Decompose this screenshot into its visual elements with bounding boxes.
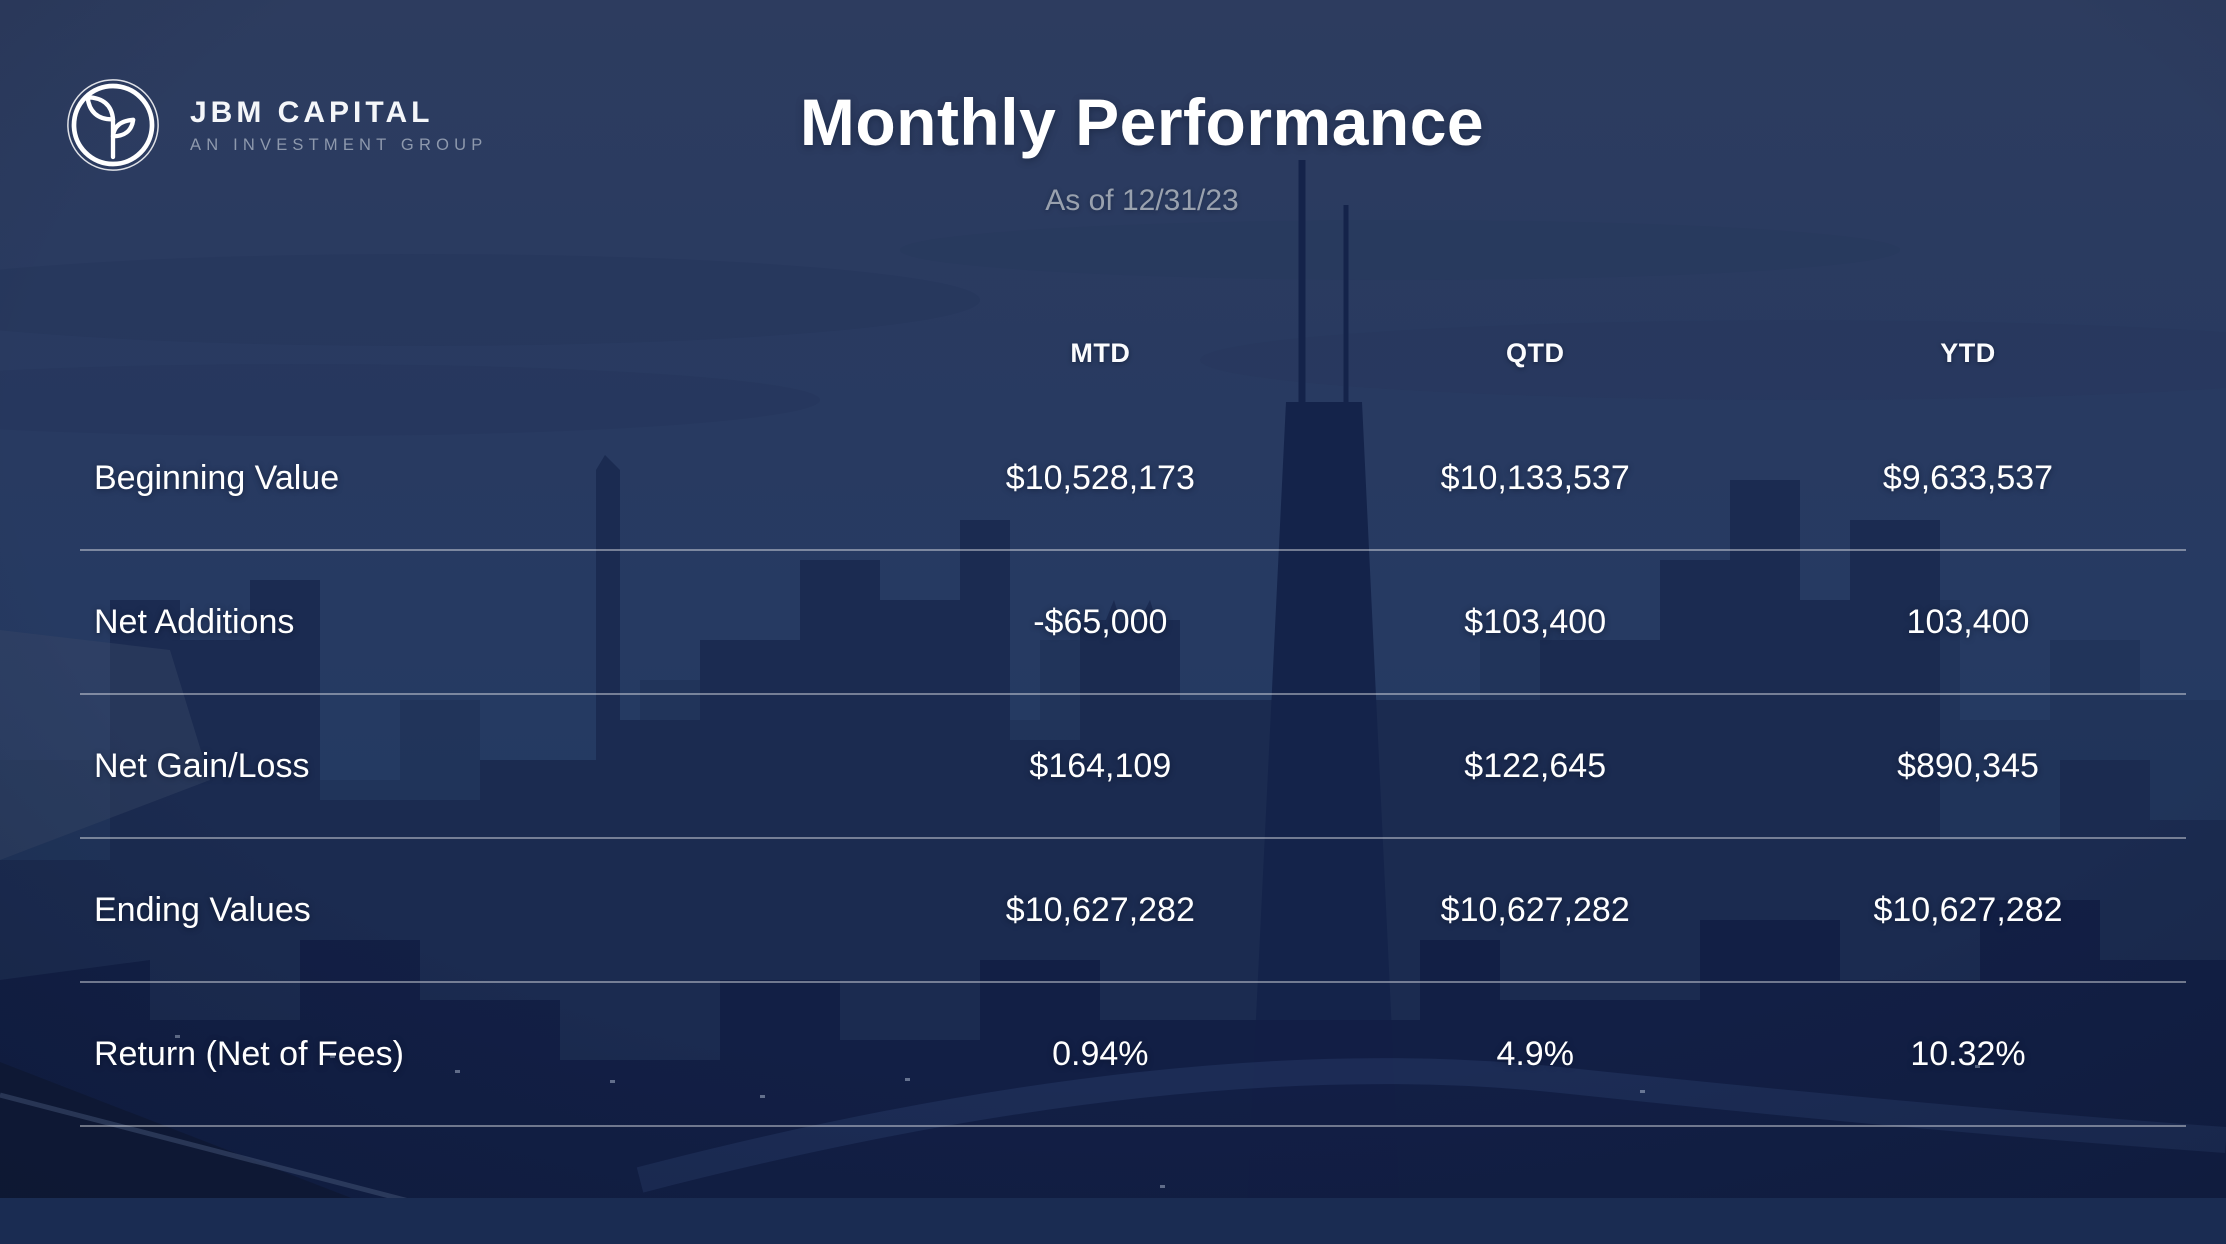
ytd-value: 103,400 — [1906, 602, 2030, 641]
row-label: Ending Values — [94, 890, 311, 929]
mtd-value: 0.94% — [1052, 1034, 1149, 1073]
sprout-in-circle-icon — [67, 79, 159, 171]
ytd-value: $890,345 — [1897, 746, 2039, 785]
brand-tagline: AN INVESTMENT GROUP — [190, 135, 488, 154]
brand-name: JBM CAPITAL — [190, 95, 434, 129]
table-row: Net Additions -$65,000 $103,400 103,400 — [80, 551, 2186, 695]
column-header-ytd: YTD — [1940, 338, 1996, 368]
ytd-value: $9,633,537 — [1882, 458, 2054, 497]
performance-table: MTD QTD YTD Beginning Value $10,528,173 … — [80, 300, 2186, 1127]
table-row: Net Gain/Loss $164,109 $122,645 $890,345 — [80, 695, 2186, 839]
brand-lockup: JBM CAPITAL AN INVESTMENT GROUP — [66, 78, 487, 172]
qtd-value: $103,400 — [1464, 602, 1607, 641]
mtd-value: $10,528,173 — [1005, 458, 1195, 497]
qtd-value: $10,133,537 — [1440, 458, 1630, 497]
row-label: Net Gain/Loss — [94, 746, 310, 785]
bottom-bar — [0, 1198, 2226, 1244]
ytd-value: 10.32% — [1910, 1034, 2026, 1073]
table-row: Beginning Value $10,528,173 $10,133,537 … — [80, 407, 2186, 551]
table-row: Ending Values $10,627,282 $10,627,282 $1… — [80, 839, 2186, 983]
as-of-date: As of 12/31/23 — [1045, 184, 1239, 217]
page-title: Monthly Performance — [799, 85, 1485, 159]
qtd-value: $10,627,282 — [1440, 890, 1630, 929]
mtd-value: -$65,000 — [1033, 602, 1168, 641]
qtd-value: 4.9% — [1496, 1034, 1574, 1073]
row-label: Beginning Value — [94, 458, 340, 497]
row-label: Net Additions — [94, 602, 295, 641]
mtd-value: $10,627,282 — [1005, 890, 1195, 929]
title-block: Monthly Performance As of 12/31/23 — [58, 84, 2226, 218]
column-header-mtd: MTD — [1070, 338, 1131, 368]
column-header-qtd: QTD — [1505, 338, 1565, 368]
mtd-value: $164,109 — [1029, 746, 1172, 785]
row-label: Return (Net of Fees) — [94, 1034, 404, 1073]
brand-text: JBM CAPITAL AN INVESTMENT GROUP — [190, 96, 487, 155]
table-row: Return (Net of Fees) 0.94% 4.9% 10.32% — [80, 983, 2186, 1127]
qtd-value: $122,645 — [1464, 746, 1607, 785]
ytd-value: $10,627,282 — [1873, 890, 2063, 929]
table-header-row: MTD QTD YTD — [80, 300, 2186, 407]
